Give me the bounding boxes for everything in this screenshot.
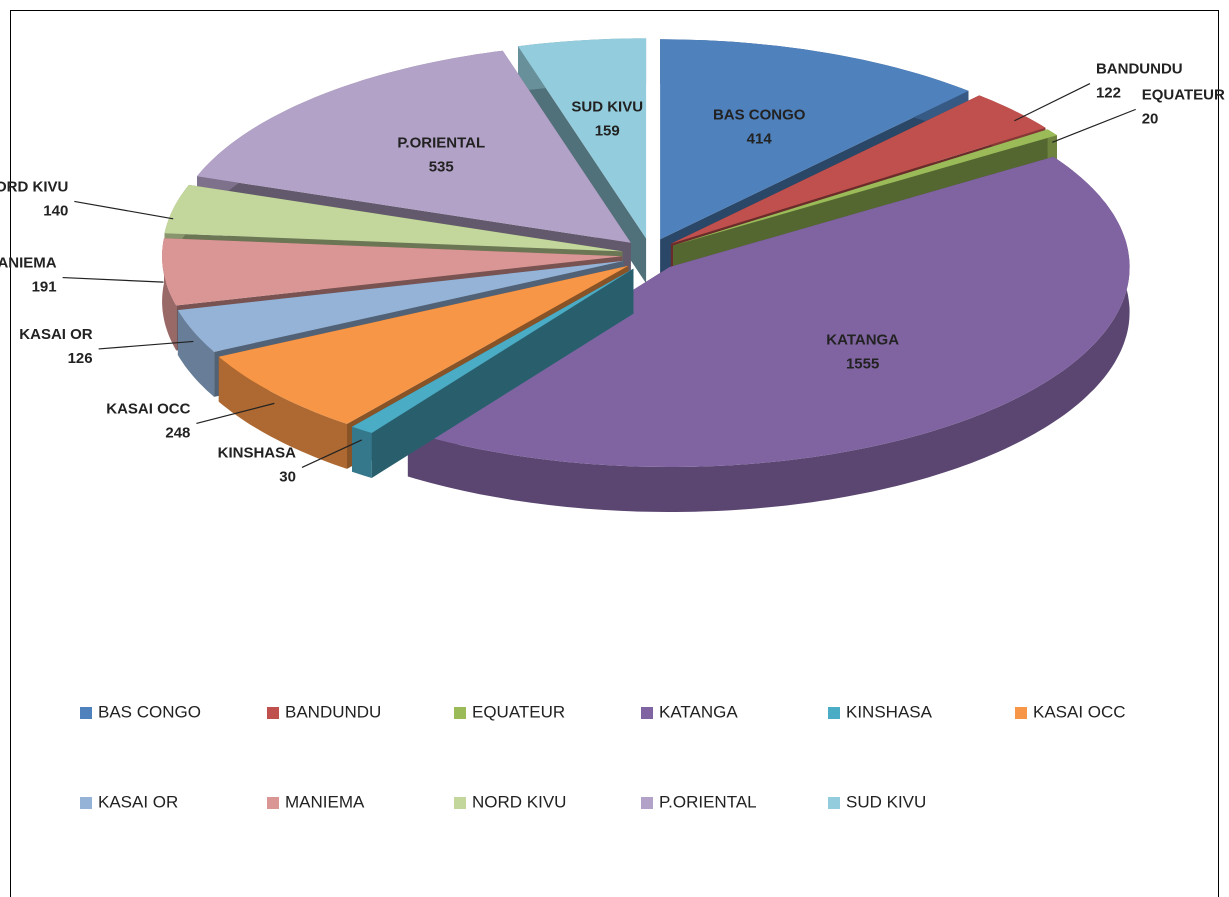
slice bbox=[352, 268, 634, 433]
slice bbox=[218, 265, 629, 424]
legend-swatch bbox=[1015, 707, 1027, 719]
slice-side bbox=[352, 426, 372, 478]
slice-side bbox=[177, 310, 215, 397]
data-label-name: P.ORIENTAL bbox=[397, 135, 485, 152]
legend-label: KINSHASA bbox=[846, 702, 933, 721]
leader-line bbox=[98, 340, 194, 350]
legend-label: KASAI OCC bbox=[1033, 702, 1126, 721]
legend-label: P.ORIENTAL bbox=[659, 792, 757, 811]
data-label-value: 140 bbox=[43, 202, 68, 219]
slice bbox=[162, 238, 623, 306]
legend-label: BAS CONGO bbox=[98, 702, 201, 721]
slice bbox=[177, 260, 624, 352]
slice-side bbox=[218, 356, 347, 469]
legend-label: MANIEMA bbox=[285, 792, 365, 811]
slice bbox=[197, 50, 631, 243]
data-label-value: 20 bbox=[1142, 110, 1159, 127]
data-label-value: 159 bbox=[595, 123, 620, 140]
legend-label: NORD KIVU bbox=[472, 792, 566, 811]
data-label-name: KATANGA bbox=[826, 332, 899, 349]
legend-swatch bbox=[80, 797, 92, 809]
legend-swatch bbox=[641, 707, 653, 719]
slice bbox=[164, 184, 623, 252]
data-label-name: MANIEMA bbox=[0, 255, 57, 272]
legend-swatch bbox=[828, 707, 840, 719]
data-label-value: 535 bbox=[429, 159, 454, 176]
data-label-name: BAS CONGO bbox=[713, 106, 806, 123]
data-label-value: 248 bbox=[165, 424, 190, 441]
data-label-name: NORD KIVU bbox=[0, 178, 68, 195]
legend-label: KASAI OR bbox=[98, 792, 178, 811]
data-label-value: 414 bbox=[747, 130, 773, 147]
data-label-value: 126 bbox=[68, 350, 93, 367]
slice-side bbox=[162, 238, 177, 351]
leader-line bbox=[74, 200, 174, 220]
slice bbox=[407, 156, 1130, 467]
legend-swatch bbox=[454, 707, 466, 719]
data-label-name: EQUATEUR bbox=[1142, 86, 1225, 103]
slice bbox=[673, 129, 1057, 246]
slice bbox=[518, 38, 647, 239]
legend-swatch bbox=[80, 707, 92, 719]
data-label-value: 1555 bbox=[846, 356, 879, 373]
data-label-name: BANDUNDU bbox=[1096, 60, 1183, 77]
leader-line bbox=[1014, 82, 1091, 122]
data-label-name: SUD KIVU bbox=[571, 99, 643, 116]
legend-label: BANDUNDU bbox=[285, 702, 381, 721]
leader-line bbox=[62, 276, 164, 283]
data-label-name: KASAI OCC bbox=[106, 400, 190, 417]
legend-label: KATANGA bbox=[659, 702, 738, 721]
slice bbox=[660, 39, 969, 240]
data-label-value: 30 bbox=[279, 468, 296, 485]
legend-swatch bbox=[267, 707, 279, 719]
leader-line bbox=[196, 402, 275, 425]
data-label-name: KINSHASA bbox=[218, 444, 297, 461]
data-label-value: 122 bbox=[1096, 84, 1121, 101]
data-label-name: KASAI OR bbox=[19, 326, 93, 343]
data-label-value: 191 bbox=[32, 279, 57, 296]
legend-label: EQUATEUR bbox=[472, 702, 565, 721]
legend-swatch bbox=[267, 797, 279, 809]
slice bbox=[670, 95, 1046, 244]
legend-swatch bbox=[828, 797, 840, 809]
pie bbox=[162, 38, 1130, 512]
legend-swatch bbox=[454, 797, 466, 809]
legend-swatch bbox=[641, 797, 653, 809]
leader-line bbox=[1052, 108, 1136, 143]
leader-line bbox=[301, 439, 363, 468]
legend-label: SUD KIVU bbox=[846, 792, 926, 811]
slice-cut bbox=[352, 268, 634, 472]
